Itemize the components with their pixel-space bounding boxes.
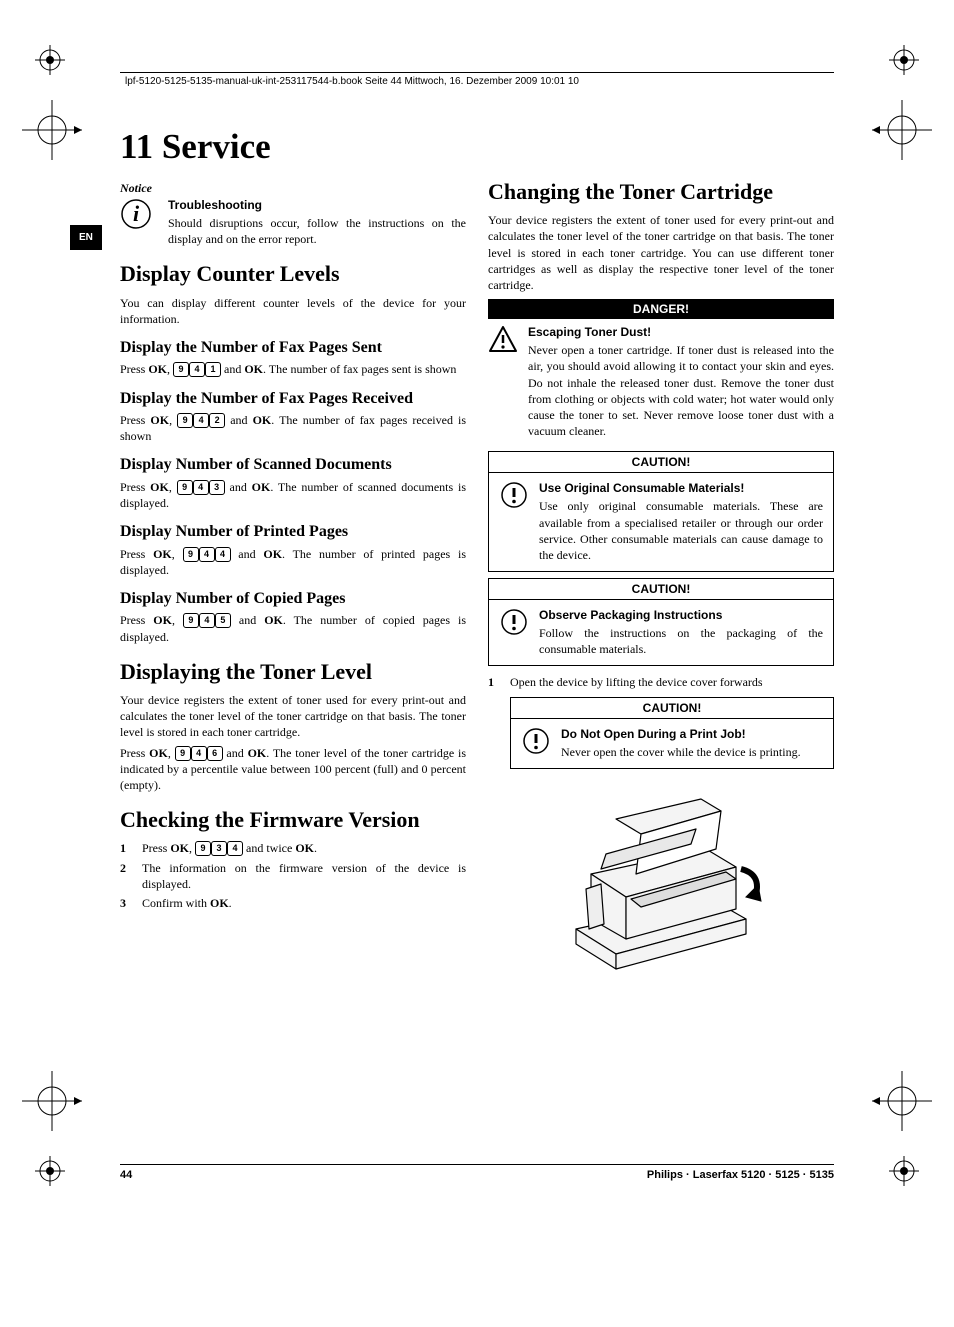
packaging-text: Follow the instructions on the packaging… xyxy=(539,625,823,657)
toner-level-instruction: Press OK, 946 and OK. The toner level of… xyxy=(120,745,466,794)
heading-firmware: Checking the Firmware Version xyxy=(120,807,466,832)
right-column: Changing the Toner Cartridge Your device… xyxy=(488,179,834,994)
crop-mark-icon xyxy=(35,1156,65,1186)
danger-escaping-dust: Escaping Toner Dust! Never open a toner … xyxy=(488,319,834,445)
fw-step-2: 2 The information on the firmware versio… xyxy=(120,860,466,892)
language-tab: EN xyxy=(70,225,102,250)
registration-mark-icon xyxy=(872,100,932,160)
crop-mark-icon xyxy=(889,45,919,75)
copied-pages-instruction: Press OK, 945 and OK. The number of copi… xyxy=(120,612,466,644)
chapter-title: 11 Service xyxy=(120,127,834,167)
content-area: 11 Service Notice i Troubleshooting Shou… xyxy=(120,127,834,994)
heading-fax-received: Display the Number of Fax Pages Received xyxy=(120,390,466,408)
escaping-dust-title: Escaping Toner Dust! xyxy=(528,325,834,339)
header-rule: lpf-5120-5125-5135-manual-uk-int-2531175… xyxy=(120,72,834,87)
fw-step-3: 3 Confirm with OK. xyxy=(120,895,466,911)
two-column-layout: Notice i Troubleshooting Should disrupti… xyxy=(120,179,834,994)
heading-counter-levels: Display Counter Levels xyxy=(120,261,466,286)
left-column: Notice i Troubleshooting Should disrupti… xyxy=(120,179,466,994)
heading-toner-level: Displaying the Toner Level xyxy=(120,659,466,684)
escaping-dust-text: Never open a toner cartridge. If toner d… xyxy=(528,342,834,439)
troubleshooting-note: i Troubleshooting Should disruptions occ… xyxy=(120,198,466,247)
heading-scanned-docs: Display Number of Scanned Documents xyxy=(120,456,466,474)
printer-illustration xyxy=(488,779,834,984)
fax-received-instruction: Press OK, 942 and OK. The number of fax … xyxy=(120,412,466,444)
svg-text:i: i xyxy=(133,201,140,226)
troubleshooting-title: Troubleshooting xyxy=(168,198,466,212)
page-number: 44 xyxy=(120,1169,132,1181)
fw-step-1: 1 Press OK, 934 and twice OK. xyxy=(120,840,466,856)
no-open-title: Do Not Open During a Print Job! xyxy=(561,727,823,741)
printed-pages-instruction: Press OK, 944 and OK. The number of prin… xyxy=(120,546,466,578)
exclamation-circle-icon xyxy=(521,727,551,760)
header-filename: lpf-5120-5125-5135-manual-uk-int-2531175… xyxy=(120,73,834,87)
original-materials-title: Use Original Consumable Materials! xyxy=(539,481,823,495)
registration-mark-icon xyxy=(22,1071,82,1131)
caution-no-open: CAUTION! Do Not Open During a Print Job!… xyxy=(510,697,834,769)
info-icon: i xyxy=(120,198,158,247)
registration-mark-icon xyxy=(22,100,82,160)
change-toner-intro: Your device registers the extent of tone… xyxy=(488,212,834,293)
exclamation-circle-icon xyxy=(499,608,529,657)
caution-label: CAUTION! xyxy=(489,579,833,600)
heading-printed-pages: Display Number of Printed Pages xyxy=(120,523,466,541)
scanned-docs-instruction: Press OK, 943 and OK. The number of scan… xyxy=(120,479,466,511)
caution-label: CAUTION! xyxy=(511,698,833,719)
crop-mark-icon xyxy=(35,45,65,75)
original-materials-text: Use only original consumable materials. … xyxy=(539,498,823,563)
crop-mark-icon xyxy=(889,1156,919,1186)
heading-copied-pages: Display Number of Copied Pages xyxy=(120,590,466,608)
page: lpf-5120-5125-5135-manual-uk-int-2531175… xyxy=(0,0,954,1231)
troubleshooting-text: Should disruptions occur, follow the ins… xyxy=(168,215,466,247)
danger-banner: DANGER! xyxy=(488,299,834,319)
counter-intro: You can display different counter levels… xyxy=(120,295,466,327)
no-open-text: Never open the cover while the device is… xyxy=(561,744,823,760)
packaging-title: Observe Packaging Instructions xyxy=(539,608,823,622)
notice-label: Notice xyxy=(120,181,466,196)
registration-mark-icon xyxy=(872,1071,932,1131)
exclamation-circle-icon xyxy=(499,481,529,563)
product-name: Philips · Laserfax 5120 · 5125 · 5135 xyxy=(647,1169,834,1181)
caution-original-materials: CAUTION! Use Original Consumable Materia… xyxy=(488,451,834,572)
heading-change-toner: Changing the Toner Cartridge xyxy=(488,179,834,204)
heading-fax-sent: Display the Number of Fax Pages Sent xyxy=(120,339,466,357)
change-step-1: 1 Open the device by lifting the device … xyxy=(488,674,834,690)
warning-triangle-icon xyxy=(488,325,518,439)
caution-packaging: CAUTION! Observe Packaging Instructions … xyxy=(488,578,834,666)
page-footer: 44 Philips · Laserfax 5120 · 5125 · 5135 xyxy=(120,1164,834,1181)
toner-level-intro: Your device registers the extent of tone… xyxy=(120,692,466,741)
caution-label: CAUTION! xyxy=(489,452,833,473)
fax-sent-instruction: Press OK, 941 and OK. The number of fax … xyxy=(120,361,466,377)
